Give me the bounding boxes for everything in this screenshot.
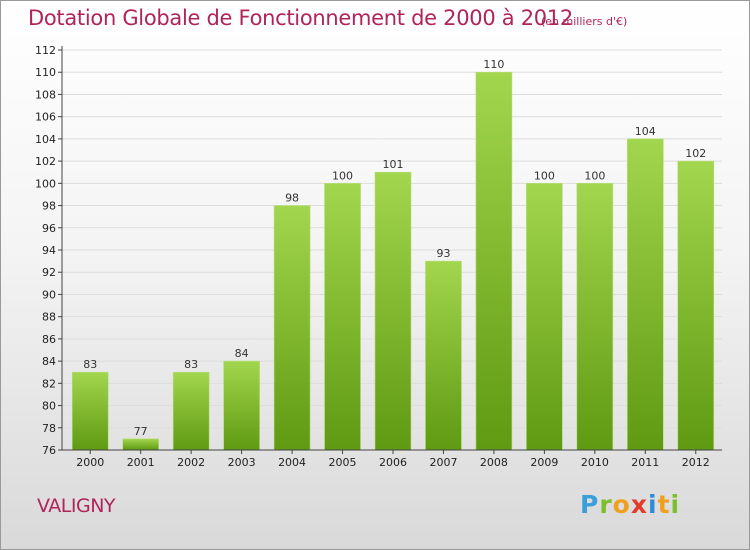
bar-2000	[71, 371, 109, 451]
logo-letter: x	[630, 490, 648, 519]
bar-value-label: 93	[436, 247, 450, 260]
bar-2011	[627, 138, 664, 451]
y-tick-label: 96	[42, 222, 56, 235]
bar-value-label: 84	[235, 347, 249, 360]
x-tick-label: 2007	[429, 456, 457, 469]
y-tick-label: 104	[35, 133, 56, 146]
logo-letter: t	[657, 490, 671, 519]
y-tick-label: 102	[35, 155, 56, 168]
y-tick-label: 100	[35, 177, 56, 190]
x-tick-label: 2003	[228, 456, 256, 469]
x-tick-label: 2010	[581, 456, 609, 469]
y-tick-label: 110	[35, 66, 56, 79]
bar-value-label: 83	[184, 358, 198, 371]
x-tick-label: 2005	[329, 456, 357, 469]
bar-value-label: 100	[332, 169, 353, 182]
commune-name: VALIGNY	[37, 495, 116, 517]
bar-2008	[475, 71, 513, 451]
bar-value-label: 102	[685, 147, 706, 160]
bar-2012	[677, 160, 715, 451]
y-tick-label: 82	[42, 377, 56, 390]
y-tick-label: 90	[42, 288, 56, 301]
bar-value-label: 104	[635, 125, 656, 138]
y-tick-label: 84	[42, 355, 56, 368]
logo-letter: P	[580, 490, 600, 519]
y-tick-label: 98	[42, 200, 56, 213]
logo-letter: i	[670, 490, 681, 519]
y-tick-label: 108	[35, 88, 56, 101]
x-tick-label: 2009	[530, 456, 558, 469]
bar-value-label: 100	[584, 169, 605, 182]
bar-value-label: 83	[83, 358, 97, 371]
bar-value-label: 110	[483, 58, 504, 71]
x-tick-label: 2006	[379, 456, 407, 469]
x-tick-label: 2012	[682, 456, 710, 469]
y-tick-label: 80	[42, 400, 56, 413]
bar-2005	[324, 183, 361, 451]
bar-value-label: 101	[383, 158, 404, 171]
bar-2009	[526, 183, 563, 451]
x-tick-label: 2001	[127, 456, 155, 469]
y-tick-label: 78	[42, 422, 56, 435]
y-tick-label: 94	[42, 244, 56, 257]
bar-2001	[122, 438, 159, 451]
bar-value-label: 98	[285, 192, 299, 205]
bar-2010	[576, 183, 614, 451]
x-tick-label: 2004	[278, 456, 306, 469]
y-tick-label: 86	[42, 333, 56, 346]
chart-unit: (en milliers d'€)	[541, 15, 628, 28]
logo-letter: r	[599, 490, 613, 519]
x-tick-label: 2002	[177, 456, 205, 469]
y-tick-label: 88	[42, 311, 56, 324]
bar-value-label: 100	[534, 169, 555, 182]
logo-letter: i	[648, 490, 658, 519]
bar-2002	[172, 371, 210, 451]
y-tick-label: 92	[42, 266, 56, 279]
bar-value-label: 77	[134, 425, 148, 438]
x-tick-label: 2011	[631, 456, 659, 469]
x-tick-label: 2008	[480, 456, 508, 469]
bar-2003	[223, 360, 260, 451]
chart-title: Dotation Globale de Fonctionnement de 20…	[28, 6, 573, 30]
bar-2004	[273, 205, 311, 451]
y-tick-label: 112	[35, 44, 56, 57]
logo-letter: o	[612, 490, 631, 519]
y-tick-label: 76	[42, 444, 56, 457]
y-tick-label: 106	[35, 111, 56, 124]
proxiti-logo[interactable]: Proxiti	[580, 490, 680, 519]
bar-2007	[425, 260, 462, 451]
x-tick-label: 2000	[76, 456, 104, 469]
bar-2006	[374, 171, 412, 451]
